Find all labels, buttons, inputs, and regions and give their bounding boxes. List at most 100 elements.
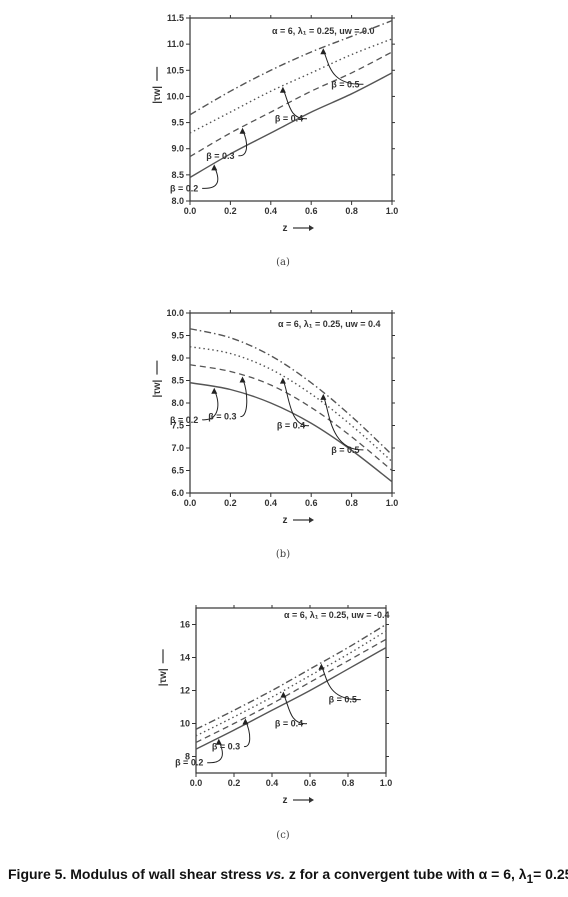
series-label-arrow xyxy=(240,378,248,418)
x-axis-arrowhead xyxy=(309,225,314,231)
x-tick-label: 0.8 xyxy=(345,206,358,216)
y-tick-label: 10.0 xyxy=(166,308,184,318)
series-label-beta-0.2: β = 0.2 xyxy=(175,758,203,768)
series-label-beta-0.3: β = 0.3 xyxy=(208,412,236,422)
series-label-beta-0.3: β = 0.3 xyxy=(212,742,240,752)
plot-frame xyxy=(189,17,393,202)
x-tick-label: 1.0 xyxy=(386,206,399,216)
chart-annotation: α = 6, λ₁ = 0.25, uw = -0.4 xyxy=(284,610,390,620)
y-tick-label: 9.0 xyxy=(171,144,184,154)
series-label-arrowhead xyxy=(211,164,218,171)
series-line-beta-0.5 xyxy=(195,623,387,730)
series-label-beta-0.5: β = 0.5 xyxy=(331,445,359,455)
panel-label: (a) xyxy=(276,257,290,268)
x-tick-label: 0.2 xyxy=(224,206,237,216)
series-label-beta-0.3: β = 0.3 xyxy=(206,151,234,161)
y-tick-label: 16 xyxy=(180,620,190,630)
x-tick-label: 0.4 xyxy=(265,498,278,508)
x-tick-label: 0.2 xyxy=(224,498,237,508)
series-line-beta-0.3 xyxy=(189,51,393,158)
x-axis-label: z xyxy=(283,795,288,806)
y-tick-label: 8.5 xyxy=(171,376,184,386)
chart-annotation: α = 6, λ₁ = 0.25, uw = 0.0 xyxy=(272,26,375,36)
series-label-arrowhead xyxy=(280,691,287,698)
caption-prefix: Figure 5. xyxy=(8,866,67,882)
series-label-beta-0.4: β = 0.4 xyxy=(277,421,305,431)
y-tick-label: 8.0 xyxy=(171,398,184,408)
x-tick-label: 0.4 xyxy=(265,206,278,216)
series-line-beta-0.3 xyxy=(189,364,393,471)
chart-panel-b: 0.0 0.2 0.4 0.6 0.8 1.0 6.0 6.5 7.0 7.5 8.0 8.5 9.0 9… xyxy=(152,308,399,560)
series-label-beta-0.2: β = 0.2 xyxy=(170,415,198,425)
panel-label: (b) xyxy=(276,549,290,560)
x-tick-label: 0.6 xyxy=(305,206,318,216)
x-tick-label: 0.8 xyxy=(345,498,358,508)
y-axis-label: |τw| xyxy=(152,379,163,397)
x-tick-label: 0.4 xyxy=(266,778,279,788)
y-tick-label: 10 xyxy=(180,719,190,729)
series-label-arrowhead xyxy=(279,86,286,93)
y-tick-label: 12 xyxy=(180,686,190,696)
y-tick-label: 9.0 xyxy=(171,353,184,363)
y-tick-label: 14 xyxy=(180,653,190,663)
series-label-arrowhead xyxy=(279,377,286,384)
caption-subscript: 1 xyxy=(526,872,534,886)
y-tick-label: 10.0 xyxy=(166,91,184,101)
series-label-arrowhead xyxy=(211,387,218,394)
caption-text-2: z for a convergent tube with α = 6, λ xyxy=(285,866,527,882)
y-axis-label: |τw| xyxy=(152,86,163,104)
figure-caption: Figure 5. Modulus of wall shear stress v… xyxy=(8,866,568,886)
x-axis-arrowhead xyxy=(309,517,314,523)
series-label-beta-0.5: β = 0.5 xyxy=(331,79,359,89)
caption-text-1: Modulus of wall shear stress xyxy=(66,866,266,882)
plot-frame xyxy=(189,312,393,494)
x-tick-label: 0.0 xyxy=(184,498,197,508)
series-label-beta-0.2: β = 0.2 xyxy=(170,183,198,193)
y-tick-label: 9.5 xyxy=(171,331,184,341)
y-tick-label: 10.5 xyxy=(166,65,184,75)
y-tick-label: 11.5 xyxy=(167,13,184,23)
y-tick-label: 8.0 xyxy=(171,196,184,206)
chart-panel-c: 0.0 0.2 0.4 0.6 0.8 1.0 8 10 12 14 16 z |τw| α = 6, λ… xyxy=(158,605,393,841)
series-line-beta-0.5 xyxy=(189,328,393,456)
series-label-arrowhead xyxy=(215,738,222,745)
series-line-beta-0.2 xyxy=(195,646,387,750)
caption-vs: vs. xyxy=(265,866,285,882)
series-label-arrow xyxy=(322,395,364,451)
x-tick-label: 0.2 xyxy=(228,778,241,788)
series-line-beta-0.2 xyxy=(189,382,393,483)
y-tick-label: 11.0 xyxy=(167,39,184,49)
series-label-arrowhead xyxy=(242,718,249,725)
series-line-beta-0.4 xyxy=(189,346,393,463)
y-tick-label: 8.5 xyxy=(171,170,184,180)
x-tick-label: 1.0 xyxy=(386,498,399,508)
caption-text-3: = 0.25. xyxy=(533,866,568,882)
series-label-arrowhead xyxy=(239,376,246,383)
series-label-arrowhead xyxy=(320,48,327,55)
x-tick-label: 0.8 xyxy=(342,778,355,788)
series-line-beta-0.2 xyxy=(189,72,393,179)
x-axis-label: z xyxy=(283,515,288,526)
series-label-arrowhead xyxy=(239,127,246,134)
x-tick-label: 0.6 xyxy=(304,778,317,788)
series-label-arrowhead xyxy=(318,663,325,670)
series-label-beta-0.4: β = 0.4 xyxy=(275,719,303,729)
x-tick-label: 1.0 xyxy=(380,778,393,788)
x-tick-label: 0.0 xyxy=(190,778,203,788)
y-tick-label: 8 xyxy=(185,752,190,762)
x-tick-label: 0.6 xyxy=(305,498,318,508)
series-line-beta-0.4 xyxy=(189,38,393,134)
y-tick-label: 7.5 xyxy=(171,421,184,431)
y-tick-label: 6.5 xyxy=(171,466,184,476)
x-axis-arrowhead xyxy=(309,797,314,803)
series-label-arrow xyxy=(282,379,310,427)
series-label-arrowhead xyxy=(320,393,327,400)
series-line-beta-0.4 xyxy=(195,630,387,737)
chart-panel-a: 0.0 0.2 0.4 0.6 0.8 1.0 8.0 8.5 9.0 9.5 10.0 10.5 11… xyxy=(152,13,399,268)
series-label-beta-0.5: β = 0.5 xyxy=(329,695,357,705)
series-label-beta-0.4: β = 0.4 xyxy=(275,114,303,124)
y-tick-label: 7.0 xyxy=(171,443,184,453)
chart-annotation: α = 6, λ₁ = 0.25, uw = 0.4 xyxy=(278,319,381,329)
panel-label: (c) xyxy=(276,830,290,841)
x-axis-label: z xyxy=(283,223,288,234)
